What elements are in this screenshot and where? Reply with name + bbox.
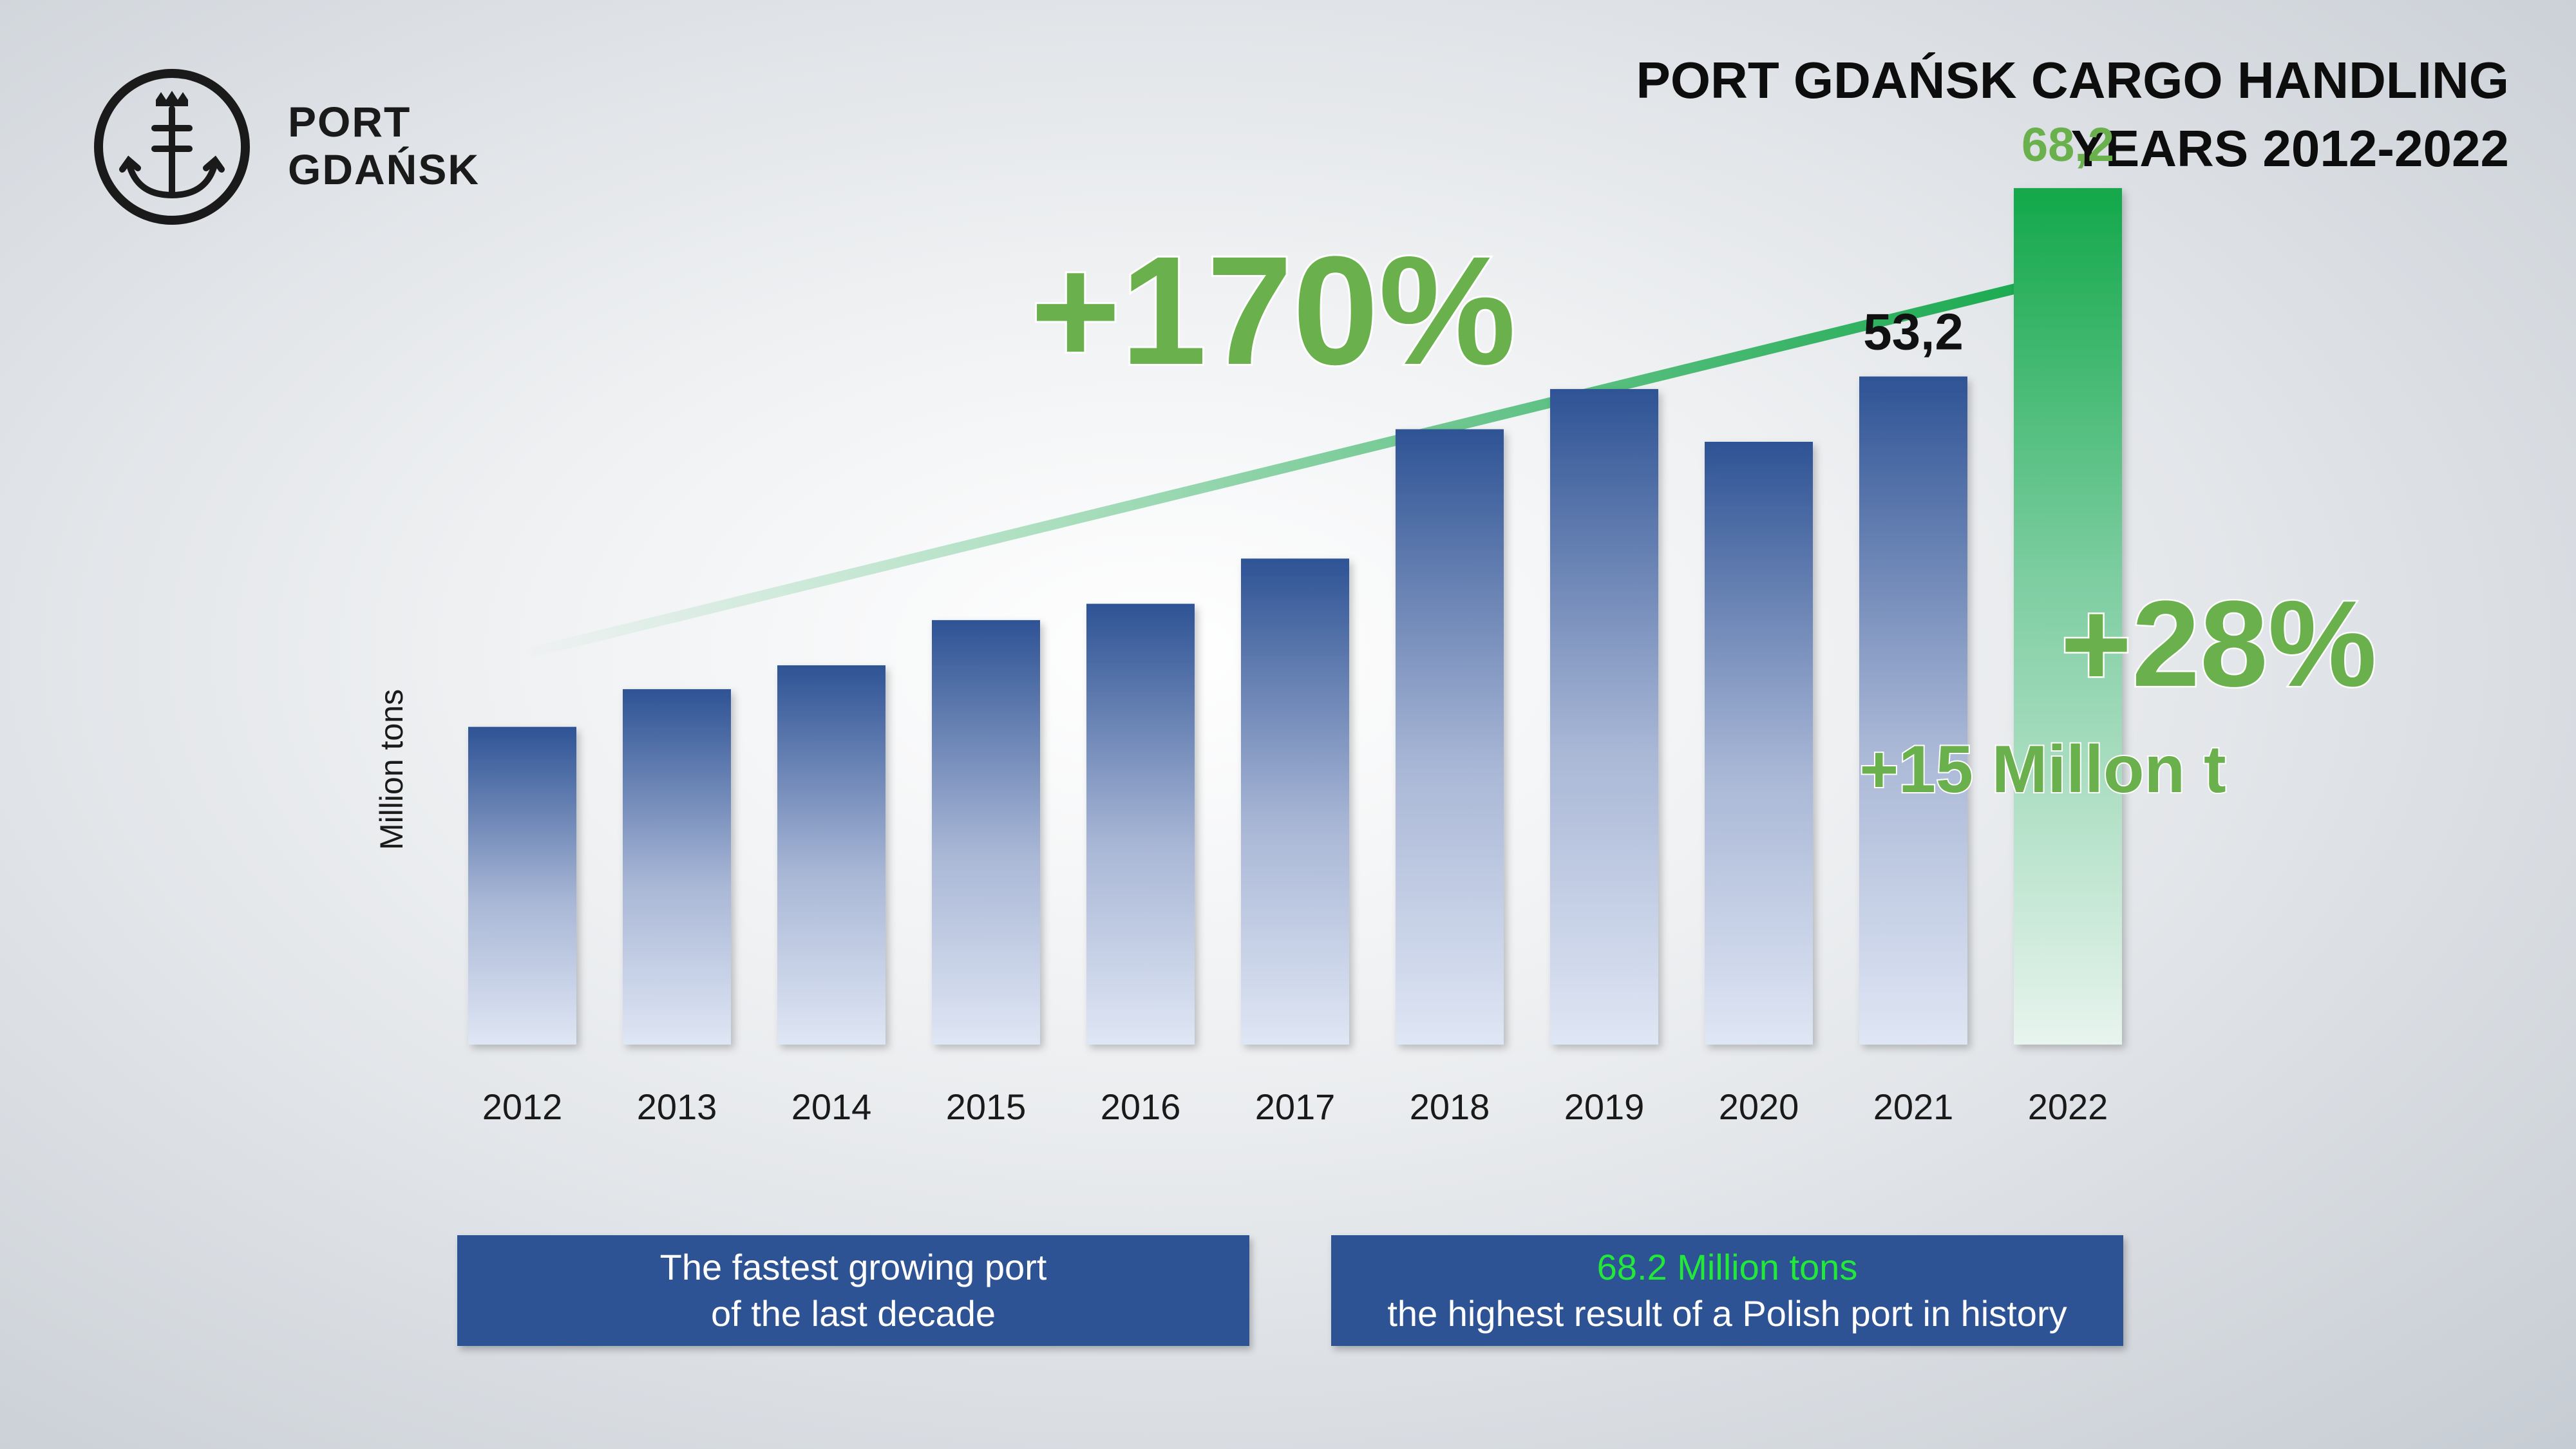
- page-title: PORT GDAŃSK CARGO HANDLING YEARS 2012-20…: [1636, 46, 2509, 183]
- x-tick-2013: 2013: [637, 1086, 717, 1127]
- title-line-1: PORT GDAŃSK CARGO HANDLING: [1636, 52, 2509, 109]
- footer-box-right: 68.2 Million tons the highest result of …: [1331, 1235, 2123, 1346]
- bar-2013: [623, 689, 731, 1045]
- bar-2021: [1859, 376, 1967, 1045]
- logo-line-1: PORT: [288, 98, 412, 146]
- footer-right-line-2: the highest result of a Polish port in h…: [1387, 1293, 2067, 1334]
- y-axis-label: Million tons: [374, 689, 410, 850]
- x-tick-2014: 2014: [791, 1086, 872, 1127]
- x-tick-2016: 2016: [1101, 1086, 1181, 1127]
- bar-2019: [1550, 389, 1658, 1045]
- title-line-2: YEARS 2012-2022: [2070, 120, 2509, 177]
- bar-2016: [1086, 603, 1195, 1045]
- bar-2018: [1396, 429, 1504, 1045]
- bar-2015: [932, 620, 1040, 1045]
- logo-line-2: GDAŃSK: [288, 146, 480, 193]
- x-tick-2021: 2021: [1873, 1086, 1954, 1127]
- footer-left-line-2: of the last decade: [710, 1293, 996, 1334]
- x-tick-2015: 2015: [946, 1086, 1027, 1127]
- x-tick-2018: 2018: [1410, 1086, 1490, 1127]
- anchor-icon: [119, 106, 225, 199]
- x-tick-2022: 2022: [2028, 1086, 2108, 1127]
- bar-2020: [1705, 442, 1813, 1045]
- footer-right-line-1: 68.2 Million tons: [1596, 1247, 1858, 1287]
- growth-year-abs-label: +15 Millon t: [1859, 732, 2226, 807]
- crown-icon: [156, 91, 188, 106]
- bars-group: [468, 188, 2122, 1045]
- growth-decade-label: +170%: [1030, 224, 1516, 397]
- x-tick-2012: 2012: [482, 1086, 563, 1127]
- port-gdansk-logo: [94, 69, 250, 225]
- data-label-2022: 68,2: [2022, 118, 2114, 171]
- logo-wordmark: PORT GDAŃSK: [288, 98, 480, 193]
- bar-2022: [2014, 188, 2122, 1045]
- data-labels: 53,2 68,2: [1863, 118, 2114, 360]
- x-tick-2020: 2020: [1719, 1086, 1799, 1127]
- bar-2017: [1241, 558, 1349, 1045]
- x-tick-labels: 2012 2013 2014 2015 2016 2017 2018 2019 2020 2021…: [482, 1086, 2108, 1127]
- x-tick-2019: 2019: [1564, 1086, 1645, 1127]
- footer-box-left: The fastest growing port of the last dec…: [457, 1235, 1249, 1346]
- bar-2014: [777, 665, 886, 1045]
- bar-2012: [468, 726, 576, 1045]
- data-label-2021: 53,2: [1863, 303, 1964, 361]
- x-tick-2017: 2017: [1255, 1086, 1336, 1127]
- growth-year-label: +28%: [2060, 576, 2376, 712]
- footer-left-line-1: The fastest growing port: [659, 1247, 1047, 1287]
